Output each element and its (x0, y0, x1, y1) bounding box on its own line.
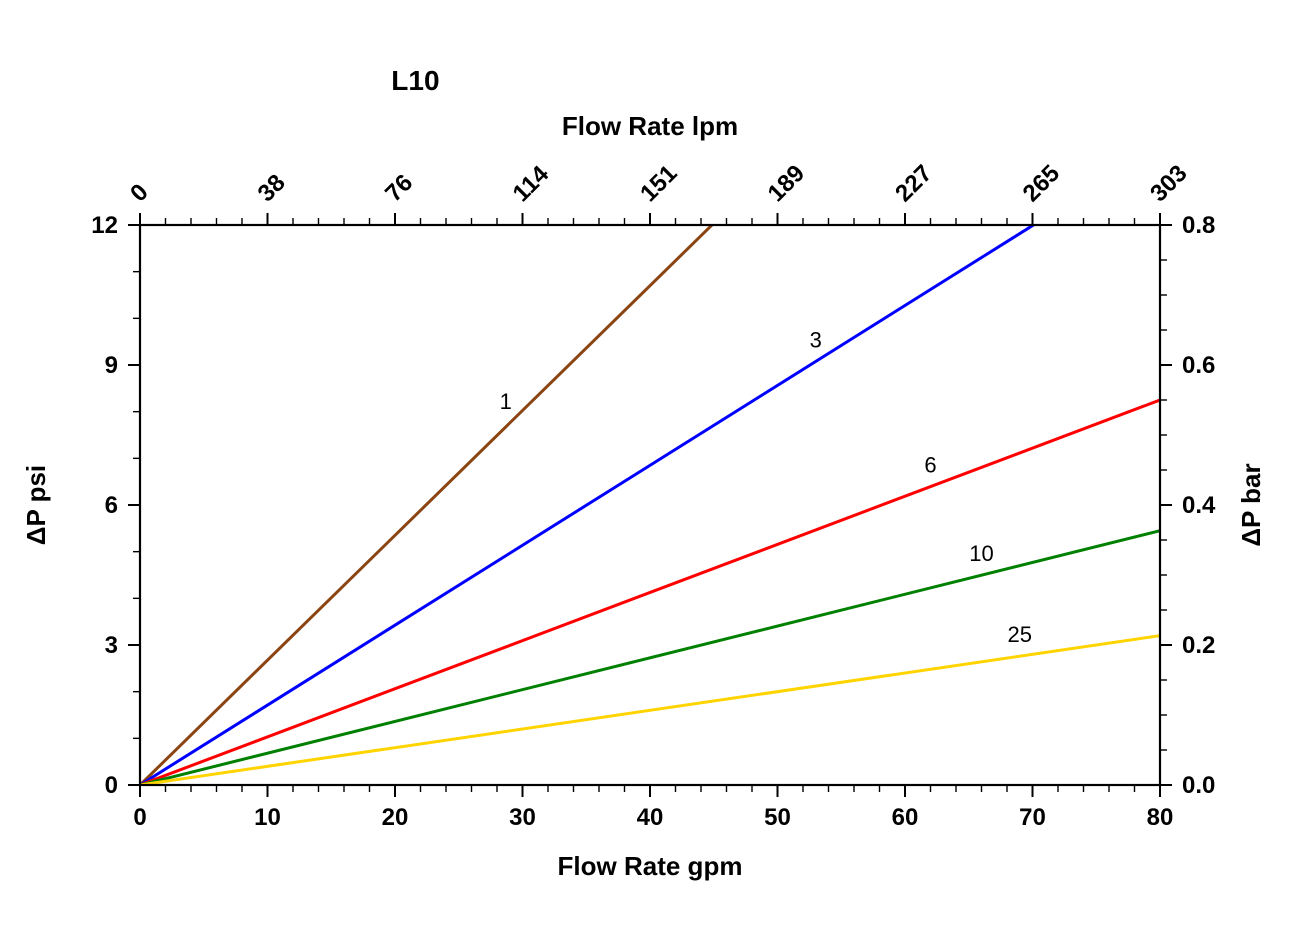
y-left-tick-label: 6 (105, 492, 118, 519)
x-bottom-tick-label: 20 (382, 804, 409, 831)
x-bottom-tick-label: 70 (1019, 804, 1046, 831)
series-label: 6 (924, 453, 936, 478)
y-right-tick-label: 0.2 (1182, 632, 1215, 659)
y-left-tick-label: 3 (105, 632, 118, 659)
series-label: 10 (969, 541, 993, 566)
y-right-tick-label: 0.6 (1182, 352, 1215, 379)
chart-container: L10 Flow Rate lpm Flow Rate gpm ΔP psi ΔP ba… (0, 0, 1298, 952)
x-bottom-tick-label: 60 (892, 804, 919, 831)
y-left-tick-label: 12 (91, 212, 118, 239)
x-bottom-tick-label: 40 (637, 804, 664, 831)
x-bottom-tick-label: 50 (764, 804, 791, 831)
x-bottom-tick-label: 10 (254, 804, 281, 831)
y-left-tick-label: 0 (105, 772, 118, 799)
chart-svg: L10 Flow Rate lpm Flow Rate gpm ΔP psi ΔP ba… (0, 0, 1298, 952)
x-bottom-tick-label: 0 (133, 804, 146, 831)
series-label: 1 (500, 389, 512, 414)
chart-title: L10 (391, 65, 439, 96)
y-right-tick-label: 0.4 (1182, 492, 1216, 519)
y-right-tick-label: 0.8 (1182, 212, 1215, 239)
y-right-axis-title: ΔP bar (1236, 463, 1266, 546)
y-left-axis-title: ΔP psi (21, 465, 51, 545)
y-left-tick-label: 9 (105, 352, 118, 379)
x-top-axis-title: Flow Rate lpm (562, 111, 738, 141)
y-right-tick-label: 0.0 (1182, 772, 1215, 799)
series-label: 3 (810, 327, 822, 352)
x-bottom-tick-label: 30 (509, 804, 536, 831)
x-bottom-tick-label: 80 (1147, 804, 1174, 831)
x-bottom-axis-title: Flow Rate gpm (558, 851, 743, 881)
series-label: 25 (1008, 622, 1032, 647)
